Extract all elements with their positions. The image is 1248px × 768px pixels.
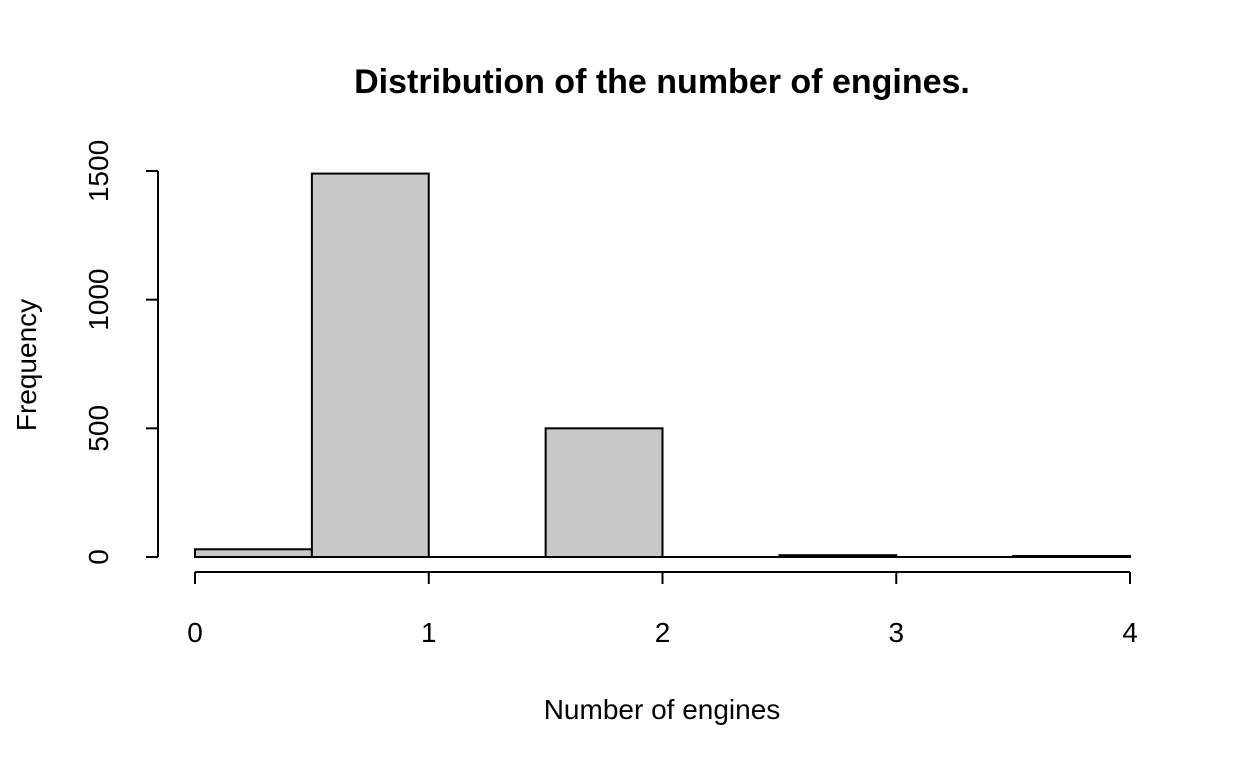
- y-axis-label: Frequency: [11, 299, 42, 431]
- y-tick-label: 1500: [83, 140, 114, 202]
- chart-title: Distribution of the number of engines.: [354, 63, 970, 101]
- histogram-bar: [194, 548, 313, 559]
- y-tick-label: 500: [83, 405, 114, 452]
- x-tick-label: 1: [421, 617, 437, 648]
- x-tick-label: 3: [888, 617, 904, 648]
- x-tick-label: 2: [655, 617, 671, 648]
- histogram-bar: [1012, 554, 1131, 558]
- x-axis: 0 1 2 3 4: [187, 571, 1138, 648]
- x-tick-label: 0: [187, 617, 203, 648]
- histogram-bar: [544, 427, 664, 559]
- histogram-bar: [778, 554, 898, 559]
- bars-group: [194, 172, 1131, 559]
- y-tick-label: 1000: [83, 269, 114, 331]
- x-tick-label: 4: [1122, 617, 1138, 648]
- histogram-bar: [310, 172, 430, 558]
- y-axis: 0 500 1000 1500: [83, 140, 159, 565]
- y-tick-label: 0: [83, 549, 114, 565]
- x-axis-label: Number of engines: [544, 694, 781, 725]
